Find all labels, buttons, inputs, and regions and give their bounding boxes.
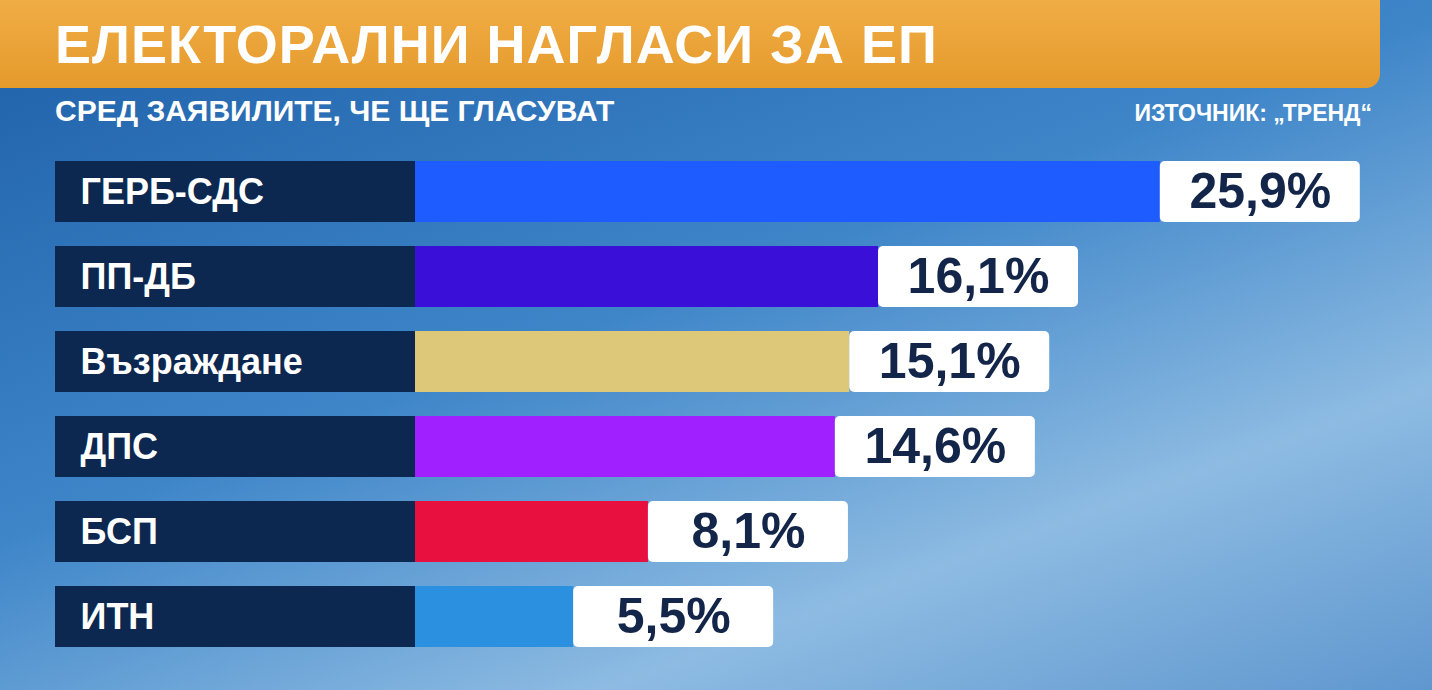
svg-text:ИТН: ИТН bbox=[81, 596, 155, 637]
html-text:ИЗТОЧНИК: „ТРЕНД“: ИЗТОЧНИК: „ТРЕНД“ bbox=[1134, 100, 1372, 126]
svg-text:8,1%: 8,1% bbox=[691, 503, 805, 559]
svg-text:14,6%: 14,6% bbox=[864, 418, 1006, 474]
svg-text:ДПС: ДПС bbox=[81, 426, 159, 467]
svg-text:25,9%: 25,9% bbox=[1189, 163, 1331, 219]
html-text:СРЕД ЗАЯВИЛИТЕ, ЧЕ ЩЕ ГЛАСУВАТ: СРЕД ЗАЯВИЛИТЕ, ЧЕ ЩЕ ГЛАСУВАТ bbox=[55, 94, 615, 127]
svg-text:16,1%: 16,1% bbox=[908, 248, 1050, 304]
svg-text:ГЕРБ-СДС: ГЕРБ-СДС bbox=[81, 171, 264, 212]
svg-text:5,5%: 5,5% bbox=[617, 588, 731, 644]
svg-text:15,1%: 15,1% bbox=[879, 333, 1021, 389]
svg-text:Възраждане: Възраждане bbox=[81, 341, 303, 382]
svg-text:БСП: БСП bbox=[81, 511, 158, 552]
html-text:ЕЛЕКТОРАЛНИ НАГЛАСИ ЗА ЕП: ЕЛЕКТОРАЛНИ НАГЛАСИ ЗА ЕП bbox=[55, 14, 938, 74]
svg-text:ПП-ДБ: ПП-ДБ bbox=[81, 256, 196, 297]
